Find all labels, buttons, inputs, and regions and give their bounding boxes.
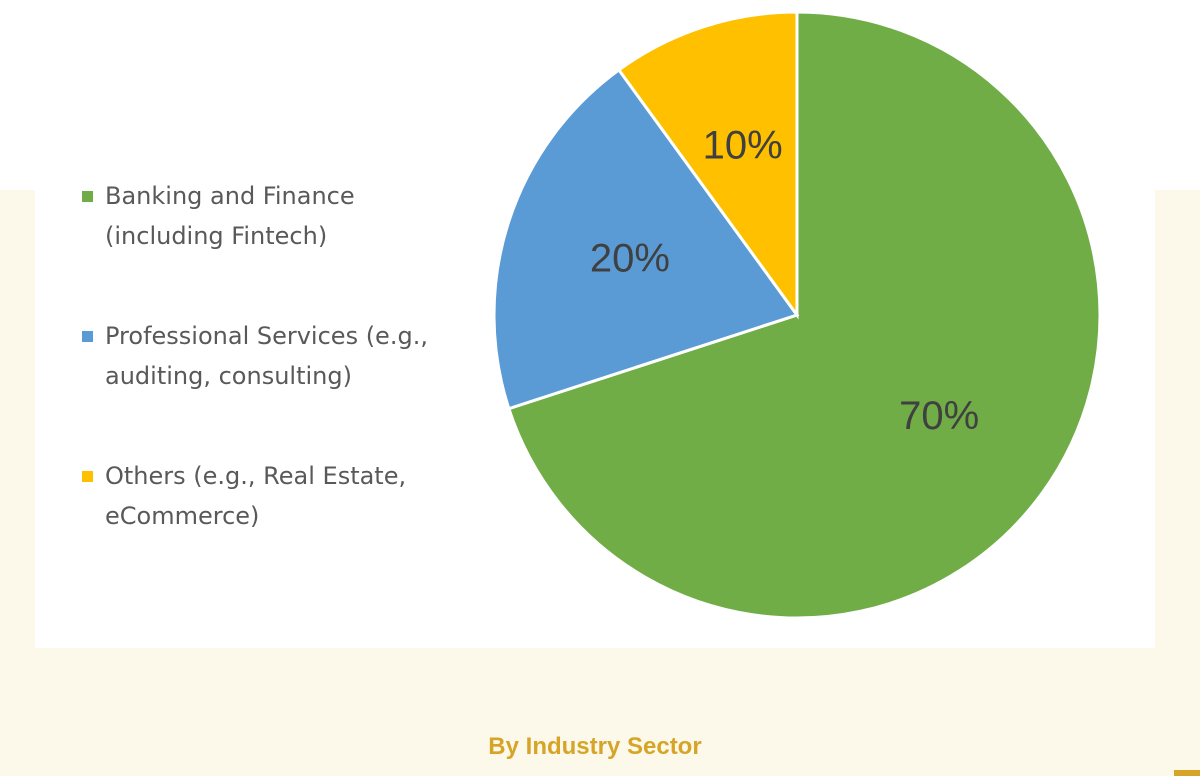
legend-swatch xyxy=(82,471,93,482)
legend-item: Professional Services (e.g., auditing, c… xyxy=(78,316,468,396)
pie-slice xyxy=(616,10,799,320)
legend-label: Professional Services (e.g., auditing, c… xyxy=(105,322,428,390)
data-label: 10% xyxy=(703,123,783,167)
chart-title: By Industry Sector xyxy=(488,733,702,760)
legend-item: Banking and Finance (including Fintech) xyxy=(78,176,468,256)
pie-slice xyxy=(506,10,1102,620)
legend-swatch xyxy=(82,191,93,202)
legend-label: Banking and Finance (including Fintech) xyxy=(105,182,355,250)
legend-item: Others (e.g., Real Estate, eCommerce) xyxy=(78,456,468,536)
legend-label: Others (e.g., Real Estate, eCommerce) xyxy=(105,462,407,530)
data-label: 70% xyxy=(899,394,979,438)
corner-accent xyxy=(1174,770,1200,776)
data-label: 20% xyxy=(590,236,670,280)
legend-swatch xyxy=(82,331,93,342)
pie-slice xyxy=(492,67,800,411)
